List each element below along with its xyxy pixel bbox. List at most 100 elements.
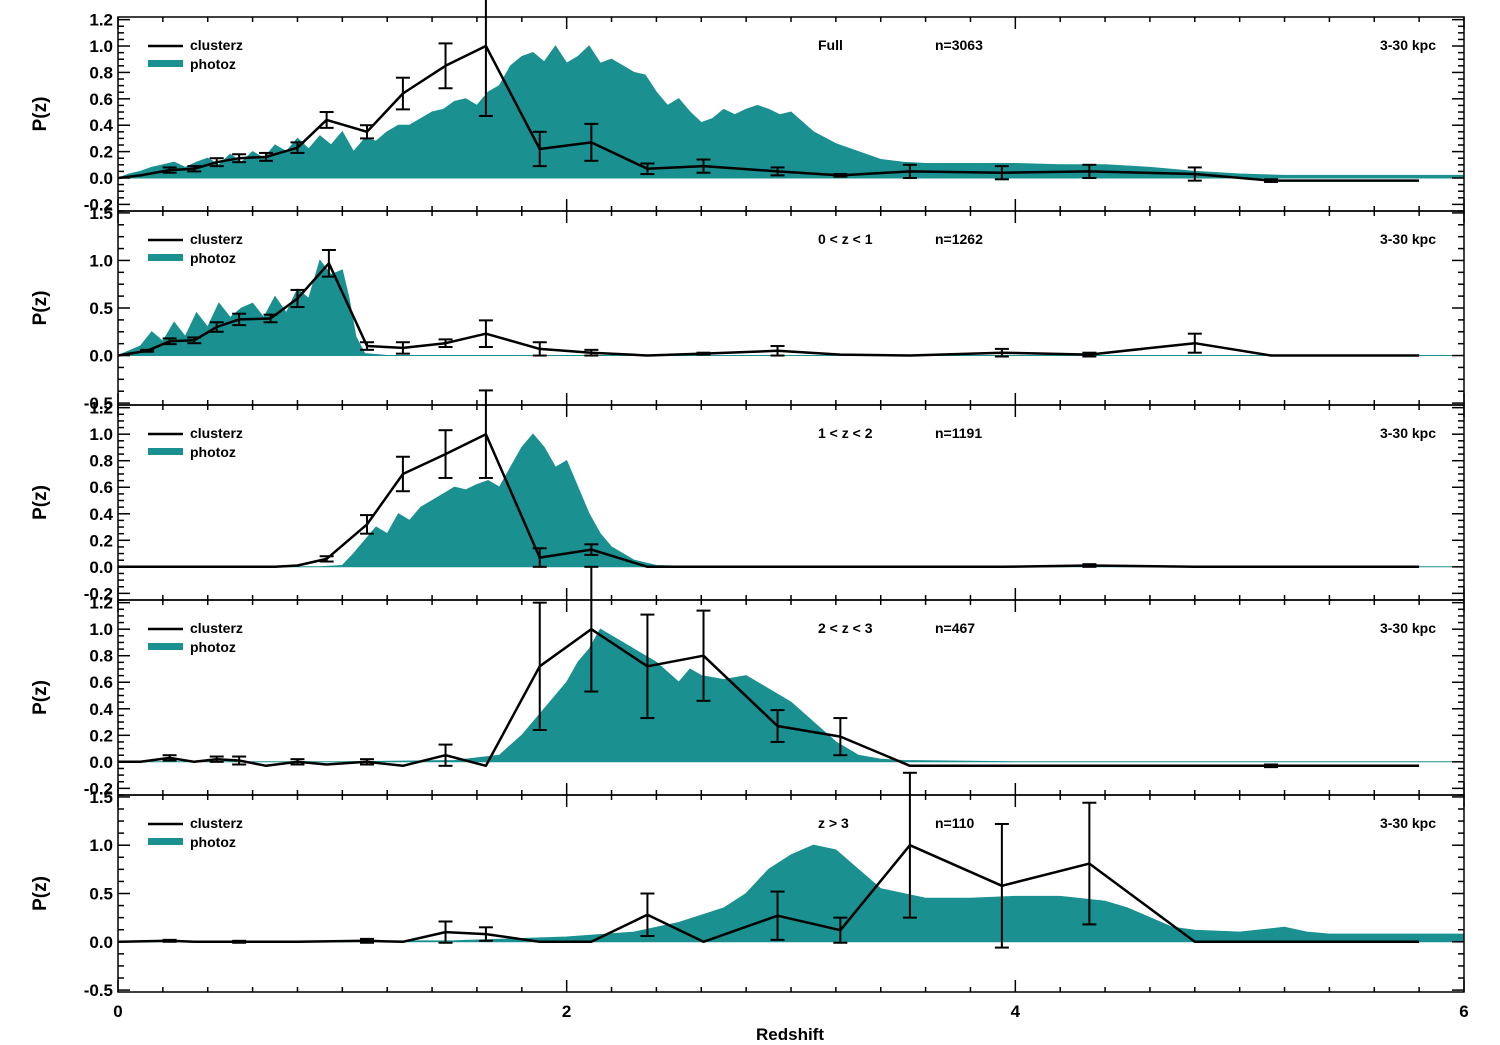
y-tick-label: -0.5 (84, 981, 113, 1000)
legend-photoz-label: photoz (190, 56, 236, 72)
clusterz-errorbar (770, 709, 785, 743)
legend-photoz-label: photoz (190, 834, 236, 850)
y-tick-label: 0.0 (89, 558, 113, 577)
x-tick-label: 0 (113, 1002, 122, 1021)
legend-clusterz-label: clusterz (190, 37, 243, 53)
clusterz-errorbar (232, 312, 247, 327)
y-axis-label: P(z) (30, 291, 51, 326)
y-tick-label: 0.6 (89, 673, 113, 692)
y-tick-label: 0.4 (89, 505, 113, 524)
panel-z2-3: -0.2 0.0 0.2 0.4 0.6 0.8 1.0 1.2 P(z) clusterz pho… (30, 565, 1465, 798)
panels: -0.2 0.0 0.2 0.4 0.6 0.8 1.0 1.2 P(z) clusterz pho… (30, 0, 1465, 1000)
clusterz-errorbar (532, 601, 547, 731)
panel-full: -0.2 0.0 0.2 0.4 0.6 0.8 1.0 1.2 P(z) clusterz pho… (30, 0, 1465, 214)
clusterz-errorbar (438, 920, 453, 944)
y-tick-label: 1.2 (89, 594, 113, 613)
clusterz-errorbar (259, 151, 274, 162)
y-tick-label: 1.5 (89, 788, 113, 807)
clusterz-errorbar (532, 547, 547, 568)
clusterz-errorbar (478, 319, 493, 348)
clusterz-errorbar (1082, 351, 1097, 358)
legend-photoz-label: photoz (190, 250, 236, 266)
clusterz-errorbar (438, 429, 453, 479)
clusterz-errorbar (162, 938, 177, 943)
clusterz-errorbar (360, 758, 375, 766)
clusterz-errorbar (395, 341, 410, 355)
photoz-area (117, 844, 1465, 943)
y-tick-label: 0.0 (89, 347, 113, 366)
clusterz-errorbar (360, 937, 375, 944)
clusterz-errorbar (209, 755, 224, 763)
clusterz-errorbar (902, 163, 917, 180)
clusterz-errorbar (290, 758, 305, 766)
clusterz-errorbar (532, 341, 547, 357)
clusterz-errorbar (209, 157, 224, 168)
y-axis-label: P(z) (30, 680, 51, 715)
y-tick-label: -0.2 (84, 195, 113, 214)
legend-clusterz-label: clusterz (190, 425, 243, 441)
panel-count-label: n=1262 (935, 231, 983, 247)
panel-z3plus: -0.5 0.0 0.5 1.0 1.5 P(z) clusterz photoz z > 3 n… (30, 771, 1465, 1000)
legend-photoz-swatch (148, 643, 183, 650)
clusterz-errorbar (770, 166, 785, 177)
clusterz-errorbar (584, 565, 599, 693)
panel-subset-label: 0 < z < 1 (818, 231, 873, 247)
bottom-axis: 0 2 4 6 (113, 1002, 1468, 1021)
y-tick-label: 0.0 (89, 753, 113, 772)
y-tick-label: 1.0 (89, 620, 113, 639)
clusterz-errorbar (209, 321, 224, 333)
clusterz-errorbar (162, 337, 177, 346)
clusterz-errorbar (833, 717, 848, 757)
panel-count-label: n=467 (935, 620, 975, 636)
legend-photoz-swatch (148, 60, 183, 67)
clusterz-errorbar (478, 0, 493, 117)
clusterz-errorbar (640, 613, 655, 720)
panel-aperture-label: 3-30 kpc (1380, 37, 1436, 53)
y-tick-label: 0.5 (89, 885, 113, 904)
panel-aperture-label: 3-30 kpc (1380, 620, 1436, 636)
clusterz-line (118, 432, 1420, 569)
clusterz-errorbar (994, 347, 1009, 358)
legend-photoz-label: photoz (190, 444, 236, 460)
clusterz-line (117, 843, 1420, 944)
clusterz-errorbar (438, 42, 453, 90)
clusterz-errorbar (584, 348, 599, 357)
panel-subset-label: z > 3 (818, 815, 849, 831)
clusterz-errorbar (140, 348, 155, 353)
clusterz-errorbar (696, 351, 711, 356)
y-tick-label: 1.2 (89, 399, 113, 418)
clusterz-errorbar (1082, 801, 1097, 926)
clusterz-errorbar (532, 130, 547, 168)
clusterz-errorbar (360, 514, 375, 535)
y-tick-label: 1.0 (89, 425, 113, 444)
clusterz-errorbar (696, 158, 711, 174)
panel-frame (117, 404, 1465, 601)
clusterz-errorbar (1082, 163, 1097, 180)
y-tick-label: 0.8 (89, 63, 113, 82)
panel-count-label: n=110 (935, 815, 975, 831)
clusterz-errorbar (696, 609, 711, 702)
x-tick-label: 6 (1459, 1002, 1468, 1021)
clusterz-errorbar (770, 890, 785, 941)
y-tick-label: 0.5 (89, 299, 113, 318)
clusterz-errorbar (187, 336, 202, 345)
y-tick-label: 0.0 (89, 933, 113, 952)
clusterz-errorbar (902, 771, 917, 919)
panel-count-label: n=1191 (935, 425, 982, 441)
clusterz-errorbar (833, 916, 848, 944)
panel-subset-label: 1 < z < 2 (818, 425, 873, 441)
clusterz-errorbar (232, 755, 247, 766)
y-tick-label: 1.0 (89, 251, 113, 270)
legend-photoz-swatch (148, 448, 183, 455)
y-tick-label: -0.5 (84, 394, 113, 413)
legend-photoz-label: photoz (190, 639, 236, 655)
y-tick-label: -0.2 (84, 779, 113, 798)
clusterz-errorbar (232, 153, 247, 164)
clusterz-errorbar (640, 892, 655, 937)
clusterz-errorbar (640, 162, 655, 176)
clusterz-errorbar (478, 926, 493, 942)
clusterz-errorbar (290, 141, 305, 154)
clusterz-errorbar (162, 754, 177, 762)
legend-clusterz-label: clusterz (190, 231, 243, 247)
legend-photoz-swatch (148, 254, 183, 261)
